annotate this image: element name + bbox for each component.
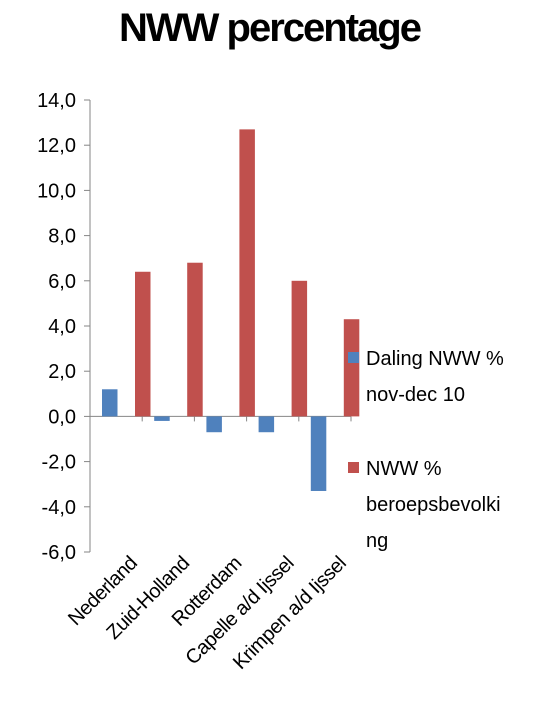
- bar-daling-2: [206, 416, 222, 433]
- bar-daling-3: [258, 416, 275, 433]
- legend-swatch: [348, 352, 359, 363]
- y-tick-label: -2,0: [42, 452, 76, 474]
- legend-label: ng: [366, 530, 388, 552]
- chart-title: NWW percentage: [119, 6, 422, 50]
- bar-daling-1: [154, 416, 170, 421]
- y-tick-label: 10,0: [37, 180, 76, 202]
- bar-nww-2: [239, 129, 255, 417]
- y-tick-label: 0,0: [48, 406, 76, 428]
- bars: [102, 129, 360, 491]
- y-tick-label: 8,0: [48, 226, 76, 248]
- bar-nww-3: [291, 280, 308, 417]
- bar-nww-0: [135, 271, 151, 417]
- legend-label: nov-dec 10: [366, 384, 465, 406]
- bar-daling-0: [102, 389, 118, 417]
- y-tick-label: 14,0: [37, 90, 76, 112]
- bar-daling-4: [310, 416, 327, 491]
- y-axis-labels: -6,0 -4,0 -2,0 0,0 2,0 4,0 6,0 8,0 10,0 12,0 14,0: [37, 90, 76, 564]
- y-tick-label: 2,0: [48, 361, 76, 383]
- legend-label: NWW %: [366, 458, 442, 480]
- y-tick-label: 12,0: [37, 135, 76, 157]
- y-tick-label: -6,0: [42, 542, 76, 564]
- bar-nww-1: [187, 262, 203, 417]
- legend-label: Daling NWW %: [366, 348, 504, 370]
- bar-nww-4: [343, 319, 360, 417]
- legend-swatch: [348, 462, 359, 473]
- legend: Daling NWW % nov-dec 10 NWW % beroepsbevolk…: [348, 348, 504, 552]
- y-tick-label: 6,0: [48, 271, 76, 293]
- y-tick-label: 4,0: [48, 316, 76, 338]
- legend-label: beroepsbevolki: [366, 494, 501, 516]
- y-tick-label: -4,0: [42, 497, 76, 519]
